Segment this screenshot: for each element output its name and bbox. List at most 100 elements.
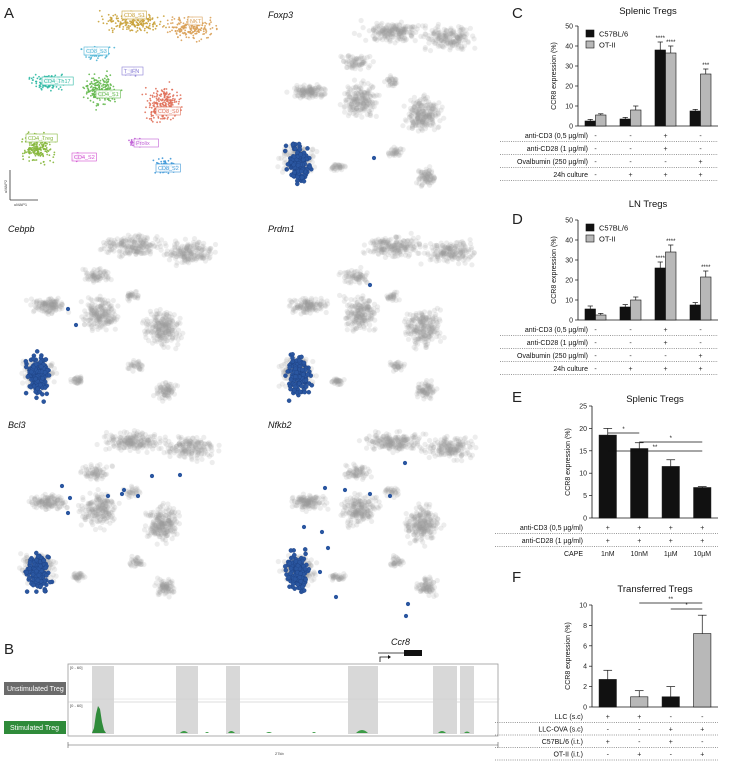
umap-cell — [22, 155, 24, 158]
umap-background-cell — [448, 243, 454, 250]
expressing-cell — [299, 175, 305, 180]
umap-cell — [165, 88, 168, 90]
cluster-label: CD4_Th17 — [44, 79, 71, 85]
umap-cell — [131, 23, 134, 26]
umap-background-cell — [23, 297, 29, 303]
umap-cell — [124, 24, 127, 27]
umap-cell — [42, 85, 44, 87]
umap-background-cell — [36, 303, 42, 309]
umap-cell — [42, 155, 45, 158]
umap-cell — [96, 87, 99, 90]
expressing-cell — [299, 169, 304, 174]
umap-background-cell — [362, 105, 368, 111]
umap-cell — [46, 151, 48, 154]
umap-cell — [171, 104, 174, 106]
umap-cell — [167, 159, 170, 162]
umap-cell — [82, 96, 85, 99]
umap-cell — [94, 86, 96, 89]
umap-background-cell — [212, 249, 218, 255]
expressing-cell — [41, 399, 46, 404]
umap-cell — [169, 30, 171, 33]
panel-label-c: C — [512, 5, 523, 22]
umap-gene-cebpb — [19, 232, 219, 404]
umap-cell — [162, 91, 165, 93]
umap-cell — [173, 18, 176, 20]
umap-background-cell — [432, 30, 438, 36]
expressing-cell — [284, 167, 289, 172]
umap-background-cell — [191, 236, 198, 242]
umap-background-cell — [366, 108, 372, 114]
umap-background-cell — [423, 103, 429, 109]
umap-cell — [91, 92, 94, 95]
umap-background-cell — [386, 76, 392, 82]
umap-cell — [105, 84, 107, 87]
umap-cell — [163, 105, 165, 107]
umap-cell — [38, 144, 41, 146]
umap-background-cell — [137, 366, 143, 372]
umap-cell — [113, 28, 116, 30]
cluster-label: CD8_S3 — [86, 49, 107, 55]
umap-cell — [178, 100, 180, 103]
umap-cell — [149, 99, 152, 102]
umap-cell — [150, 113, 153, 116]
umap-cell — [45, 148, 48, 151]
umap-background-cell — [153, 330, 159, 336]
umap-cell — [203, 33, 206, 35]
umap-background-cell — [103, 327, 109, 333]
umap-cell — [98, 77, 100, 79]
umap-background-cell — [433, 249, 439, 255]
umap-cell — [50, 89, 52, 92]
umap-background-cell — [199, 244, 205, 250]
expressing-cell — [38, 359, 43, 365]
umap-background-cell — [342, 103, 348, 109]
umap-background-cell — [360, 25, 366, 31]
umap-background-cell — [132, 234, 138, 240]
umap-cell — [145, 93, 147, 95]
umap-background-cell — [375, 251, 381, 257]
cluster-label: CD4_Treg — [28, 136, 53, 142]
umap-cell — [188, 36, 190, 39]
umap-cell — [149, 19, 152, 22]
umap-cell — [52, 85, 55, 88]
umap-background-cell — [336, 272, 342, 278]
umap-cell — [115, 17, 118, 19]
umap-background-cell — [88, 272, 95, 278]
umap-cell — [110, 21, 113, 23]
umap-cell — [171, 16, 174, 18]
cluster-label: CD8_S2 — [158, 166, 179, 172]
umap-background-cell — [173, 254, 179, 260]
umap-cell — [44, 145, 47, 148]
umap-cell — [170, 22, 172, 25]
umap-cell — [171, 88, 173, 91]
umap-cell — [98, 81, 101, 84]
umap-background-cell — [161, 252, 167, 258]
umap-background-cell — [132, 289, 139, 295]
panel-label-b: B — [4, 641, 14, 658]
umap-cell — [153, 104, 155, 106]
umap-background-cell — [180, 330, 186, 336]
umap-background-cell — [435, 21, 441, 27]
umap-cell — [109, 86, 111, 89]
umap-cell — [178, 16, 181, 19]
umap-background-cell — [356, 84, 362, 90]
umap-cell — [167, 116, 169, 119]
umap-background-cell — [400, 123, 406, 129]
umap-background-cell — [452, 248, 458, 254]
umap-cell — [119, 24, 121, 26]
umap-cell — [192, 27, 195, 30]
umap-cell — [90, 81, 93, 83]
umap-gene-foxp3 — [275, 17, 478, 189]
umap-cell — [85, 92, 88, 95]
umap-cell — [31, 159, 34, 162]
umap-background-cell — [348, 280, 354, 286]
umap-cell — [179, 94, 182, 96]
umap-cell — [97, 55, 100, 58]
umap-cell — [22, 158, 25, 161]
umap-background-cell — [357, 273, 363, 280]
umap-cell — [157, 158, 160, 160]
umap-cell — [133, 24, 136, 27]
umap-background-cell — [20, 380, 26, 386]
umap-cell — [193, 25, 196, 28]
umap-cell — [151, 96, 154, 98]
umap-cell — [144, 27, 146, 30]
